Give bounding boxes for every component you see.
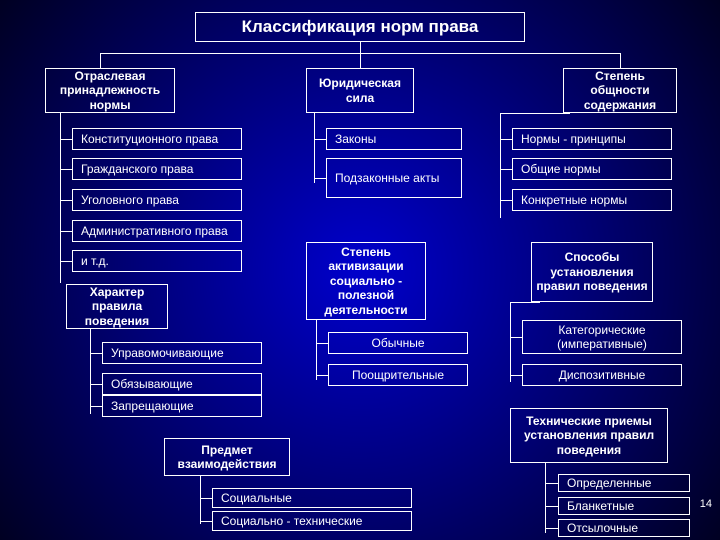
connector [60, 261, 72, 262]
connector [316, 320, 317, 380]
char-item: Запрещающие [102, 395, 262, 417]
char-item: Управомочивающие [102, 342, 262, 364]
connector [510, 302, 540, 303]
tech-header: Технические приемы установления правил п… [510, 408, 668, 463]
connector [100, 53, 101, 68]
colB-header: Юридическая сила [306, 68, 414, 113]
connector [90, 384, 102, 385]
tech-item: Бланкетные [558, 497, 690, 515]
connector [60, 139, 72, 140]
connector [60, 231, 72, 232]
colA-item: Административного права [72, 220, 242, 242]
connector [360, 53, 361, 68]
colC-item: Конкретные нормы [512, 189, 672, 211]
connector [314, 113, 315, 183]
predmet-header: Предмет взаимодействия [164, 438, 290, 476]
connector [60, 169, 72, 170]
connector [500, 200, 512, 201]
mid-item: Обычные [328, 332, 468, 354]
colC-header: Степень общности содержания [563, 68, 677, 113]
connector [90, 406, 102, 407]
sposob-header: Способы установления правил поведения [531, 242, 653, 302]
mid-item: Поощрительные [328, 364, 468, 386]
colC-item: Нормы - принципы [512, 128, 672, 150]
connector [500, 113, 501, 218]
colA-header: Отраслевая принадлежность нормы [45, 68, 175, 113]
connector [500, 139, 512, 140]
connector [545, 506, 558, 507]
colA-item: и т.д. [72, 250, 242, 272]
predmet-item: Социально - технические [212, 511, 412, 531]
tech-item: Отсылочные [558, 519, 690, 537]
connector [314, 139, 326, 140]
connector [510, 337, 522, 338]
colC-item: Общие нормы [512, 158, 672, 180]
connector [620, 53, 621, 68]
colA-item: Конституционного права [72, 128, 242, 150]
tech-item: Определенные [558, 474, 690, 492]
connector [200, 521, 212, 522]
connector [510, 375, 522, 376]
connector [500, 169, 512, 170]
char-item: Обязывающие [102, 373, 262, 395]
colB-item: Подзаконные акты [326, 158, 462, 198]
page-number: 14 [700, 498, 712, 510]
sposob-item: Диспозитивные [522, 364, 682, 386]
predmet-item: Социальные [212, 488, 412, 508]
connector [545, 463, 546, 533]
char-header: Характер правила поведения [66, 284, 168, 329]
connector [360, 42, 361, 53]
connector [90, 329, 91, 414]
connector [200, 498, 212, 499]
connector [314, 178, 326, 179]
colB-item: Законы [326, 128, 462, 150]
connector [316, 375, 328, 376]
colA-item: Гражданского права [72, 158, 242, 180]
connector [545, 483, 558, 484]
connector [500, 113, 570, 114]
connector [60, 200, 72, 201]
connector [200, 476, 201, 524]
connector [510, 302, 511, 382]
mid-header: Степень активизации социально - полезной… [306, 242, 426, 320]
sposob-item: Категорические (императивные) [522, 320, 682, 354]
colA-item: Уголовного права [72, 189, 242, 211]
title: Классификация норм права [195, 12, 525, 42]
connector [90, 353, 102, 354]
connector [545, 528, 558, 529]
connector [316, 343, 328, 344]
